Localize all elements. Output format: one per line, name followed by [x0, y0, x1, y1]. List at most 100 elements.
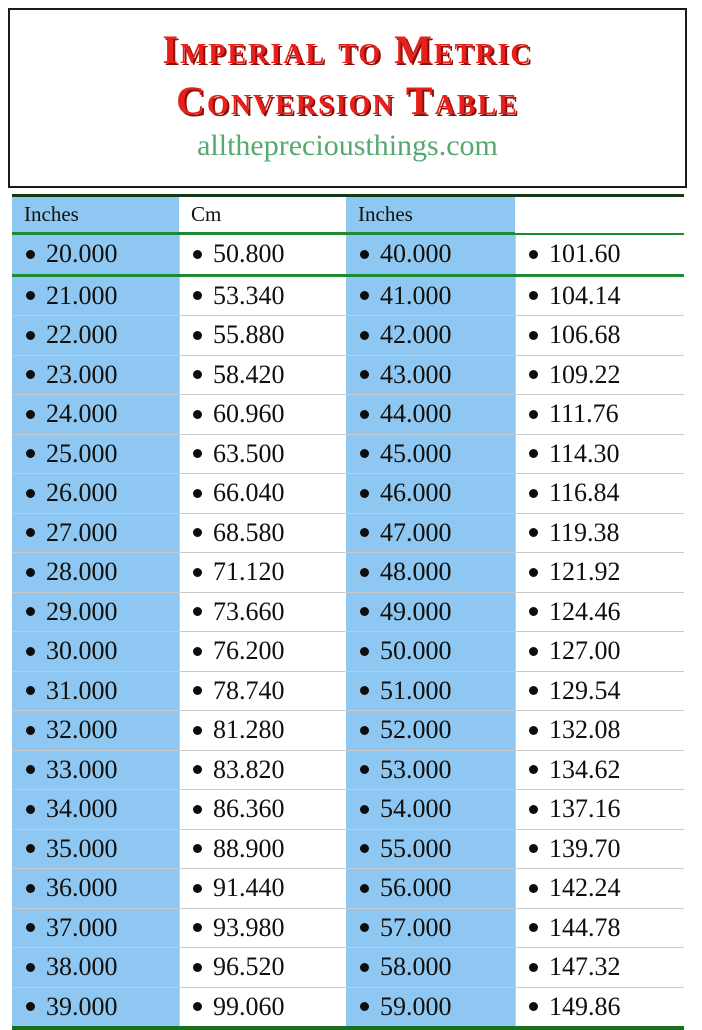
bullet-icon [529, 1002, 538, 1012]
bullet-icon [26, 923, 35, 933]
column-header-inches-1: Inches [12, 194, 179, 235]
cell-content: 21.000 [26, 281, 179, 311]
table-cell: 142.24 [515, 868, 684, 909]
table-cell: 50.000 [346, 631, 515, 672]
table-cell: 32.000 [12, 710, 179, 751]
cell-content: 29.000 [26, 597, 179, 627]
table-cell: 127.00 [515, 631, 684, 672]
bullet-icon [26, 449, 35, 459]
cell-value: 116.84 [549, 478, 620, 508]
bullet-icon [26, 962, 35, 972]
table-cell: 93.980 [179, 908, 346, 948]
cell-content: 127.00 [529, 636, 684, 666]
table-cell: 63.500 [179, 434, 346, 474]
table-cell: 149.86 [515, 987, 684, 1030]
bullet-icon [360, 1002, 369, 1012]
table-cell: 47.000 [346, 513, 515, 553]
table-cell: 144.78 [515, 908, 684, 948]
bullet-icon [529, 725, 538, 735]
cell-value: 59.000 [380, 991, 452, 1021]
cell-content: 37.000 [26, 913, 179, 943]
title-banner: Imperial to Metric Conversion Table allt… [8, 8, 687, 188]
table-cell: 55.000 [346, 829, 515, 869]
cell-value: 37.000 [46, 912, 118, 942]
table-cell: 66.040 [179, 473, 346, 514]
table-row: 22.000 55.880 42.000 106.68 [12, 315, 684, 356]
table-cell: 76.200 [179, 631, 346, 672]
cell-content: 59.000 [360, 992, 515, 1022]
table-cell: 40.000 [346, 233, 515, 277]
bullet-icon [193, 528, 202, 538]
bullet-icon [529, 330, 538, 340]
bullet-icon [360, 686, 369, 696]
bullet-icon [360, 291, 369, 301]
table-cell: 56.000 [346, 868, 515, 909]
cell-value: 119.38 [549, 517, 620, 547]
cell-value: 44.000 [380, 399, 452, 429]
cell-content: 81.280 [193, 715, 346, 745]
cell-value: 121.92 [549, 557, 621, 587]
bullet-icon [360, 844, 369, 854]
cell-content: 71.120 [193, 557, 346, 587]
conversion-table: Inches Cm Inches 20.000 50.800 40.000 101.6… [12, 194, 684, 1030]
cell-value: 55.880 [213, 320, 285, 350]
cell-value: 41.000 [380, 280, 452, 310]
bullet-icon [529, 409, 538, 419]
bullet-icon [193, 686, 202, 696]
bullet-icon [360, 646, 369, 656]
column-header-cm-1: Cm [179, 194, 346, 235]
cell-value: 134.62 [549, 754, 621, 784]
cell-value: 63.500 [213, 438, 285, 468]
cell-value: 48.000 [380, 557, 452, 587]
table-cell: 43.000 [346, 355, 515, 395]
table-cell: 59.000 [346, 987, 515, 1030]
bullet-icon [529, 607, 538, 617]
cell-content: 51.000 [360, 676, 515, 706]
bullet-icon [193, 923, 202, 933]
table-row: 37.000 93.980 57.000 144.78 [12, 908, 684, 948]
cell-content: 88.900 [193, 834, 346, 864]
table-cell: 36.000 [12, 868, 179, 909]
table-cell: 22.000 [12, 315, 179, 356]
table-cell: 55.880 [179, 315, 346, 356]
bullet-icon [360, 330, 369, 340]
cell-content: 38.000 [26, 952, 179, 982]
bullet-icon [26, 330, 35, 340]
bullet-icon [360, 528, 369, 538]
table-cell: 60.960 [179, 394, 346, 435]
bullet-icon [26, 291, 35, 301]
cell-value: 27.000 [46, 517, 118, 547]
cell-value: 54.000 [380, 794, 452, 824]
cell-value: 20.000 [46, 239, 118, 269]
cell-value: 32.000 [46, 715, 118, 745]
bullet-icon [26, 646, 35, 656]
table-row: 32.000 81.280 52.000 132.08 [12, 710, 684, 751]
cell-value: 57.000 [380, 912, 452, 942]
bullet-icon [193, 409, 202, 419]
cell-value: 53.340 [213, 280, 285, 310]
cell-content: 55.000 [360, 834, 515, 864]
cell-content: 139.70 [529, 834, 684, 864]
cell-content: 58.000 [360, 952, 515, 982]
table-cell: 109.22 [515, 355, 684, 395]
cell-content: 53.340 [193, 281, 346, 311]
table-cell: 99.060 [179, 987, 346, 1030]
bullet-icon [193, 567, 202, 577]
bullet-icon [193, 725, 202, 735]
bullet-icon [26, 567, 35, 577]
bullet-icon [26, 765, 35, 775]
cell-content: 101.60 [529, 239, 684, 269]
bullet-icon [529, 962, 538, 972]
cell-content: 43.000 [360, 360, 515, 390]
cell-content: 147.32 [529, 952, 684, 982]
bullet-icon [360, 804, 369, 814]
cell-value: 132.08 [549, 715, 621, 745]
bullet-icon [26, 370, 35, 380]
cell-value: 40.000 [380, 239, 452, 269]
table-cell: 57.000 [346, 908, 515, 948]
table-cell: 37.000 [12, 908, 179, 948]
cell-value: 34.000 [46, 794, 118, 824]
bullet-icon [360, 567, 369, 577]
table-row: 29.000 73.660 49.000 124.46 [12, 592, 684, 632]
cell-value: 26.000 [46, 478, 118, 508]
